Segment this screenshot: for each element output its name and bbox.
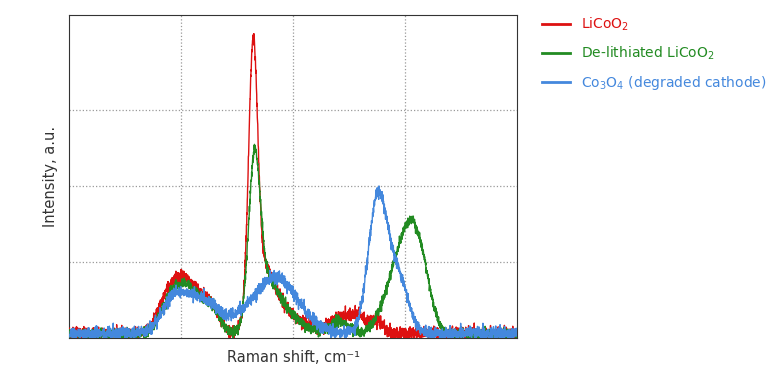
Y-axis label: Intensity, a.u.: Intensity, a.u.: [42, 126, 58, 227]
X-axis label: Raman shift, cm⁻¹: Raman shift, cm⁻¹: [227, 350, 360, 365]
Legend: LiCoO$_2$, De-lithiated LiCoO$_2$, Co$_3$O$_4$ (degraded cathode): LiCoO$_2$, De-lithiated LiCoO$_2$, Co$_3…: [542, 16, 767, 92]
